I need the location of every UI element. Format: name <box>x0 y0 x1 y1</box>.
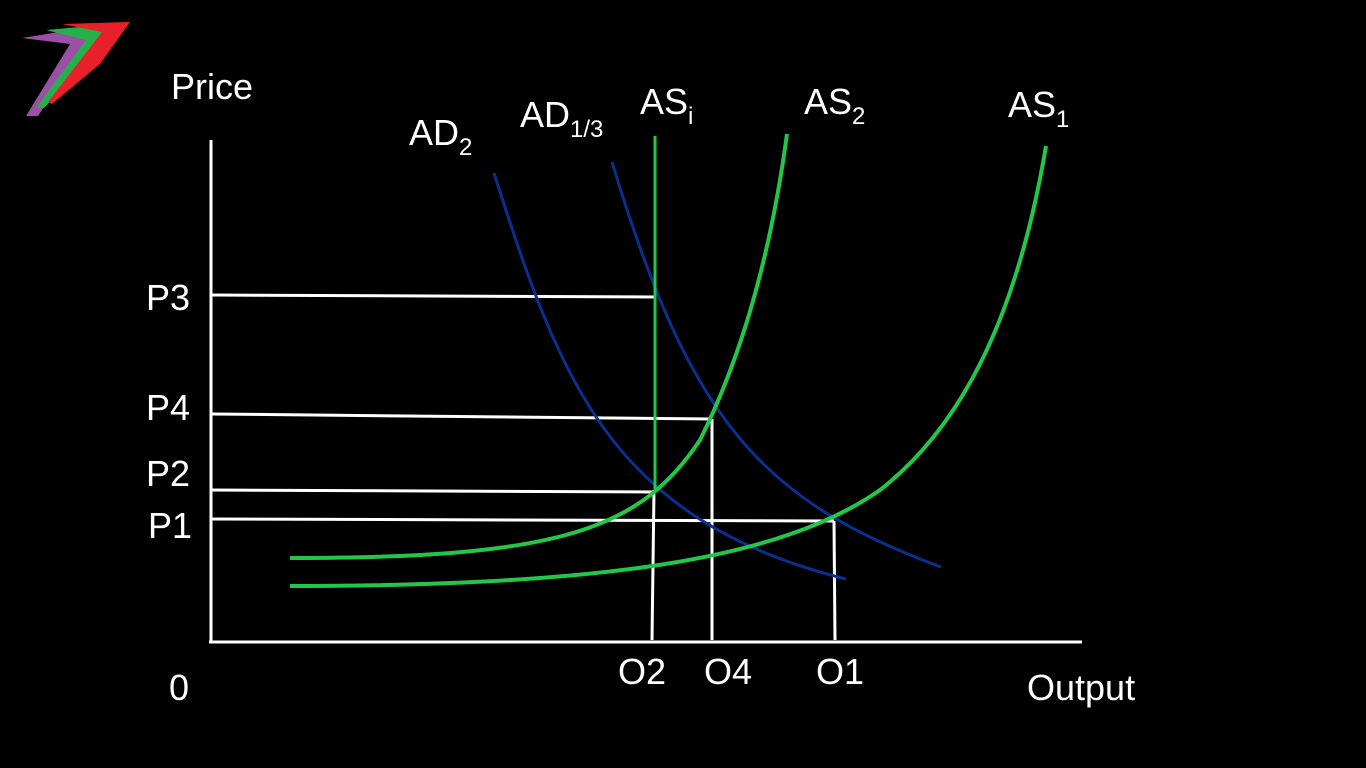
p1-label: P1 <box>148 505 192 546</box>
ad13-curve <box>610 161 942 569</box>
y-axis-label: Price <box>171 66 253 107</box>
as2-label: AS2 <box>804 81 865 130</box>
asi-label: ASi <box>640 81 693 130</box>
logo-icon <box>22 22 130 116</box>
p2-label: P2 <box>146 453 190 494</box>
o1-label: O1 <box>816 651 864 692</box>
guide-o1 <box>832 520 837 641</box>
x-axis-label: Output <box>1027 667 1135 708</box>
guide-p1 <box>211 517 835 523</box>
o2-label: O2 <box>618 651 666 692</box>
as2-curve <box>289 133 789 560</box>
ad13-label: AD1/3 <box>520 94 603 143</box>
guide-p4 <box>211 412 713 421</box>
p3-label: P3 <box>146 277 190 318</box>
p4-label: P4 <box>146 387 190 428</box>
guide-p2 <box>211 488 655 494</box>
ad2-label: AD2 <box>409 112 472 161</box>
origin-label: 0 <box>169 667 189 708</box>
as1-label: AS1 <box>1008 84 1069 133</box>
o4-label: O4 <box>704 651 752 692</box>
guide-p3 <box>211 293 655 299</box>
ad2-curve <box>492 172 847 581</box>
as1-curve <box>289 145 1048 588</box>
